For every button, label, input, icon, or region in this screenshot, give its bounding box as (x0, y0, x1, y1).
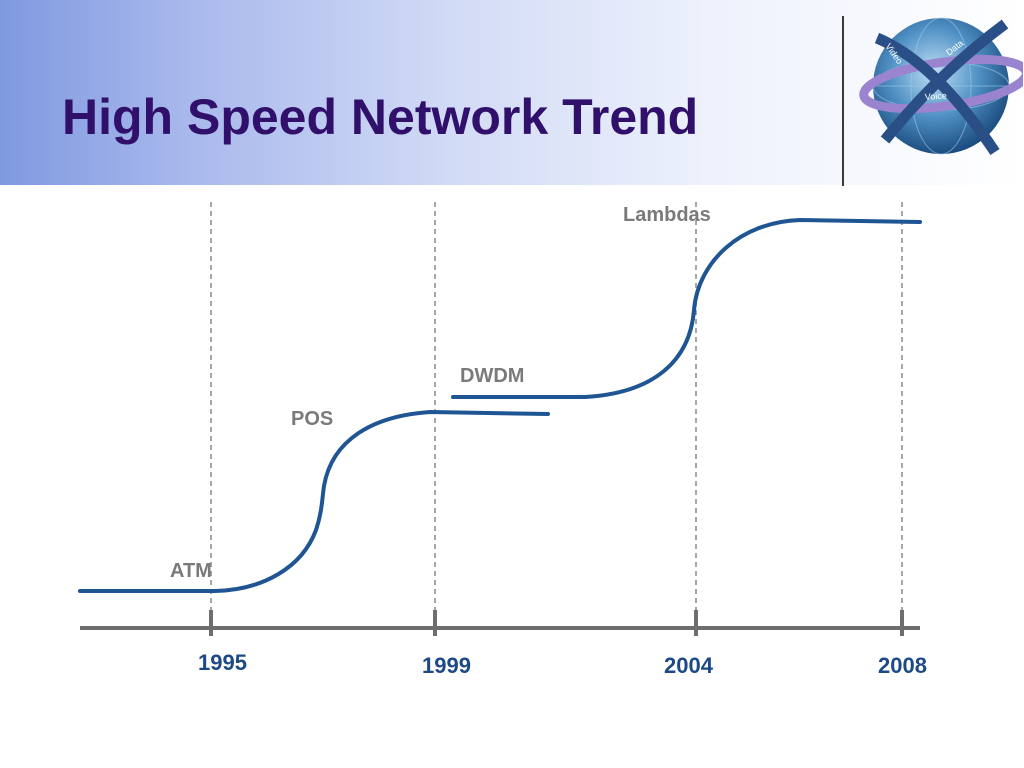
globe-logo-icon: Video Data Voice (859, 17, 1023, 156)
tech-label-lambdas: Lambdas (623, 204, 711, 226)
tech-label-dwdm: DWDM (460, 365, 524, 387)
header-divider (842, 16, 844, 186)
year-label-2004: 2004 (664, 653, 714, 678)
logo-word-voice: Voice (924, 90, 947, 102)
year-label-1995: 1995 (198, 650, 247, 675)
orbit-ring-purple (859, 54, 1023, 114)
year-label-2008: 2008 (878, 653, 927, 678)
tech-label-atm: ATM (170, 560, 212, 582)
year-label-1999: 1999 (422, 653, 471, 678)
slide-title: High Speed Network Trend (62, 89, 699, 145)
trend-curve-atm-pos (78, 409, 550, 593)
tech-label-pos: POS (291, 408, 333, 430)
trend-curve-dwdm-lambdas (451, 217, 922, 399)
orbit-band-data (880, 19, 1009, 144)
trend-diagram: ATM POS DWDM Lambdas 1995 1999 2004 2008 (78, 202, 927, 678)
header-band (0, 0, 1024, 185)
